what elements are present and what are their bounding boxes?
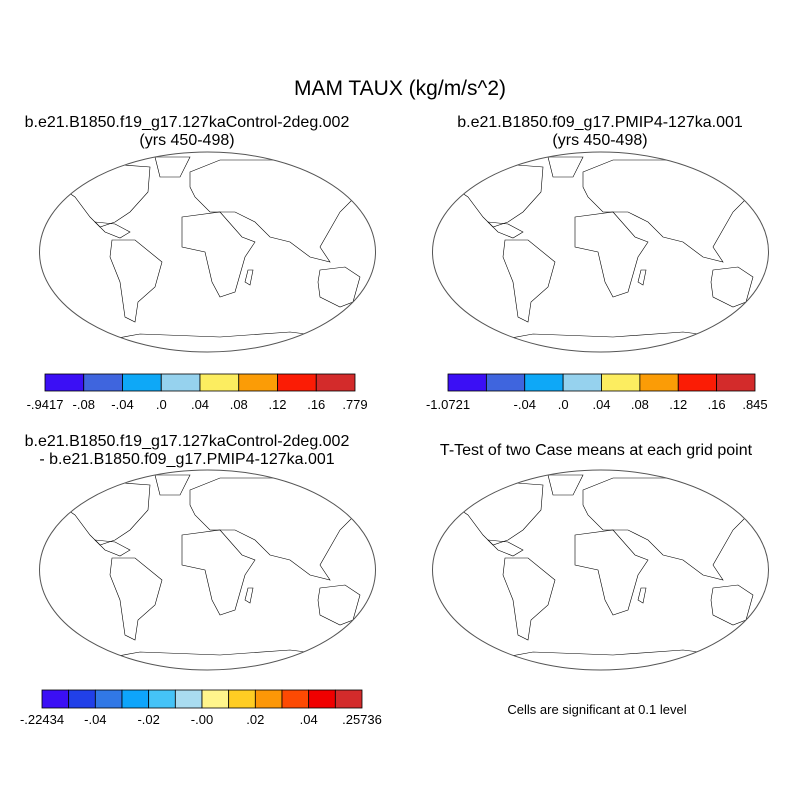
colorbar-box [174,689,203,709]
colorbar-label: -.04 [84,712,106,727]
colorbar-box [68,689,96,709]
colorbar-box [122,373,162,392]
colorbar-label: .02 [246,712,264,727]
colorbar-label: -.9417 [27,397,64,412]
colorbar-label: -.02 [137,712,159,727]
colorbar-label: .16 [307,397,325,412]
colorbar-label: .04 [300,712,318,727]
colorbar-box [238,373,278,392]
colorbar-box [44,373,85,392]
colorbar-3: -.22434 -.04 -.02 -.00 .02 .04 .25736 [20,689,382,727]
colorbar-label: .0 [558,397,569,412]
colorbar-label: -.22434 [20,712,64,727]
panel2-title: b.e21.B1850.f09_g17.PMIP4-127ka.001 [457,114,743,131]
colorbar-label: .779 [342,397,367,412]
map-panel-1 [39,151,376,353]
colorbar-label: .04 [191,397,209,412]
colorbar-box [199,373,240,392]
colorbar-box [334,689,363,709]
panel2-subtitle: (yrs 450-498) [552,132,647,149]
colorbar-box [121,689,150,709]
colorbar-box [524,373,564,392]
colorbar-label: -.04 [111,397,133,412]
colorbar-box [562,373,602,392]
colorbar-box [485,373,526,392]
map-panel-3 [39,469,376,671]
panel1-title: b.e21.B1850.f19_g17.127kaControl-2deg.00… [25,114,350,131]
colorbar-label: .12 [669,397,687,412]
colorbar-box [639,373,679,392]
colorbar-label: -1.0721 [426,397,470,412]
colorbar-box [160,373,201,392]
colorbar-box [83,373,123,392]
colorbar-1: -.9417 -.08 -.04 .0 .04 .08 .12 .16 .779 [27,373,368,412]
colorbar-box [601,373,641,392]
colorbar-box [228,689,256,709]
colorbar-label: -.08 [73,397,95,412]
colorbar-label: .08 [230,397,248,412]
colorbar-box [148,689,176,709]
colorbar-label: -.04 [514,397,536,412]
significance-note: Cells are significant at 0.1 level [507,702,686,717]
colorbar-label: .04 [592,397,610,412]
colorbar-box [677,373,718,392]
map-panel-2 [432,151,769,353]
panel1-subtitle: (yrs 450-498) [139,132,234,149]
colorbar-box [447,373,487,392]
colorbar-box [254,689,283,709]
colorbar-label: .845 [742,397,767,412]
colorbar-box [315,373,356,392]
colorbar-label: .08 [631,397,649,412]
colorbar-box [41,689,70,709]
colorbar-label: -.00 [191,712,213,727]
colorbar-label: .25736 [342,712,382,727]
colorbar-label: .12 [268,397,286,412]
colorbar-label: .0 [156,397,167,412]
colorbar-box [94,689,123,709]
colorbar-box [277,373,317,392]
colorbar-box [716,373,756,392]
map-panel-4 [432,469,769,671]
colorbar-box [308,689,336,709]
panel3-subtitle: - b.e21.B1850.f09_g17.PMIP4-127ka.001 [39,451,334,468]
colorbar-box [201,689,230,709]
colorbar-2: -1.0721 -.04 .0 .04 .08 .12 .16 .845 [426,373,768,412]
colorbar-box [281,689,310,709]
colorbar-label: .16 [708,397,726,412]
panel4-title: T-Test of two Case means at each grid po… [440,442,753,459]
main-title: MAM TAUX (kg/m/s^2) [294,77,506,100]
panel3-title: b.e21.B1850.f19_g17.127kaControl-2deg.00… [25,433,350,450]
